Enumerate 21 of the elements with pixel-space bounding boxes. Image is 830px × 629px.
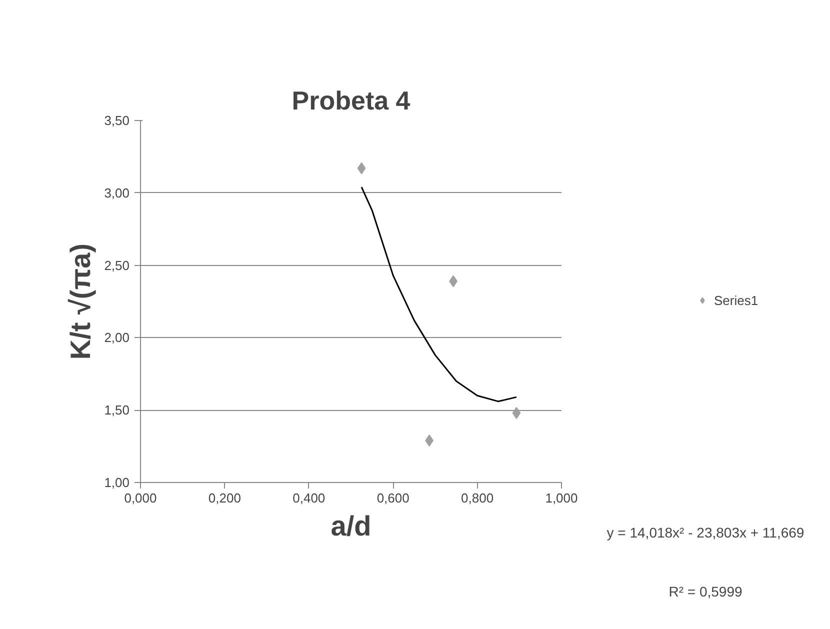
x-tick-label: 0,800 — [461, 490, 494, 506]
y-tick-label: 2,50 — [104, 258, 130, 273]
x-tick-label: 0,600 — [376, 490, 410, 506]
y-tick-label: 3,00 — [104, 185, 130, 200]
text: R² = 0,5999 — [668, 584, 742, 600]
x-tick-label: 0,000 — [124, 490, 157, 506]
x-tick-label: 0,200 — [208, 490, 241, 506]
legend-label: Series1 — [714, 292, 758, 308]
y-tick-label: 2,00 — [104, 330, 130, 346]
text: y = 14,018x² - 23,803x + 11,669 — [606, 524, 804, 540]
x-axis-title: a/d — [330, 510, 372, 542]
x-tick-label: 0,400 — [292, 490, 326, 506]
y-tick-label: 3,50 — [104, 113, 130, 128]
point — [357, 162, 366, 174]
y-tick-label: 1,50 — [104, 402, 130, 418]
chart-title: Probeta 4 — [292, 86, 411, 116]
x-tick-label: 1,000 — [545, 490, 578, 506]
line-series — [360, 186, 518, 402]
point — [512, 406, 521, 419]
y-axis-title: K/t √(πa) — [65, 243, 96, 360]
y-tick-label: 1,00 — [104, 475, 130, 490]
